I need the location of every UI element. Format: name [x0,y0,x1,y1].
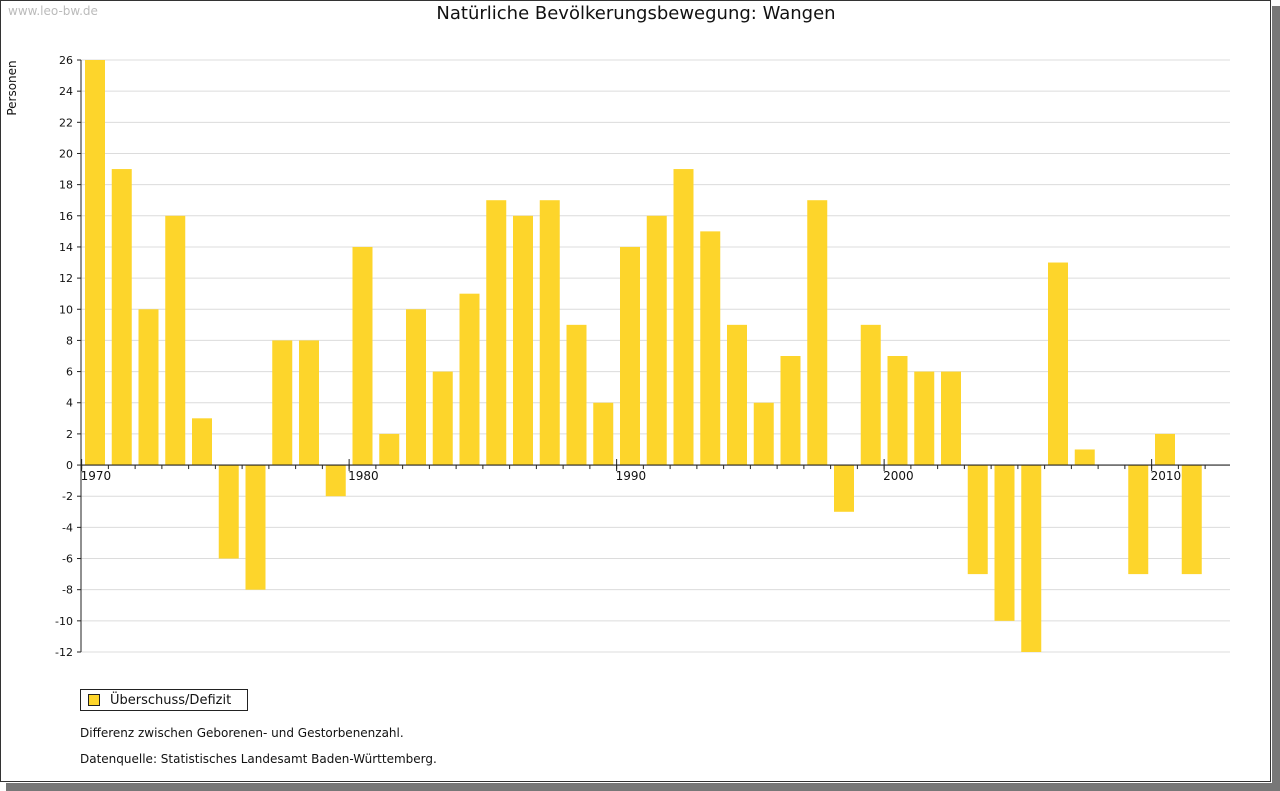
y-tick-label: 6 [66,366,73,379]
bar-1976 [245,465,266,590]
source-note: Datenquelle: Statistisches Landesamt Bad… [80,752,437,766]
bar-2009 [1128,465,1149,575]
x-tick-label: 2000 [883,469,914,483]
x-tick-label: 1980 [348,469,379,483]
bar-1985 [486,200,507,466]
y-tick-label: 26 [59,54,73,67]
chart-title: Natürliche Bevölkerungsbewegung: Wangen [436,3,836,24]
bar-1982 [406,309,426,466]
y-tick-label: 0 [66,459,73,472]
bar-1997 [807,200,828,466]
y-tick-label: 24 [59,85,73,98]
watermark: www.leo-bw.de [8,4,98,18]
bar-1983 [432,371,453,466]
bar-2005 [1021,465,1042,652]
y-tick-label: -12 [55,646,73,659]
y-tick-label: 2 [66,428,73,441]
frame-shadow-right [1272,6,1280,791]
bar-1984 [459,293,480,466]
legend-label: Überschuss/Defizit [110,692,232,708]
bar-2007 [1074,449,1095,466]
bar-1988 [566,324,587,466]
bar-2001 [914,371,935,466]
bar-1971 [111,169,132,466]
bar-1980 [352,246,373,466]
bar-1990 [620,246,640,466]
bar-2010 [1155,433,1175,466]
bar-1972 [138,309,159,466]
y-tick-label: 20 [59,147,73,160]
bar-1987 [539,200,560,466]
legend: Überschuss/Defizit [80,689,248,711]
bar-1994 [727,324,747,466]
bar-2004 [994,465,1015,621]
y-tick-label: 10 [59,303,73,316]
y-tick-label: 18 [59,179,73,192]
definition-note: Differenz zwischen Geborenen- und Gestor… [80,726,404,740]
bar-1995 [753,402,774,466]
bar-1979 [325,465,346,497]
frame-shadow-bottom [6,783,1280,791]
bar-1993 [700,231,721,466]
x-tick-label: 2010 [1151,469,1182,483]
bar-1970 [85,60,105,466]
bar-1974 [192,418,212,466]
bar-1999 [860,324,881,466]
bar-1989 [593,402,614,466]
bar-2003 [967,465,988,575]
bar-1981 [379,433,400,466]
bar-2000 [887,356,908,466]
y-tick-label: -8 [62,584,73,597]
y-tick-label: -2 [62,490,73,503]
x-tick-label: 1990 [616,469,647,483]
bar-1992 [673,169,694,466]
y-tick-label: 14 [59,241,73,254]
y-tick-label: 16 [59,210,73,223]
legend-swatch [88,694,100,706]
y-tick-label: 4 [66,397,73,410]
bar-1998 [834,465,854,512]
bar-1975 [218,465,239,559]
y-tick-label: 22 [59,116,73,129]
bar-1973 [165,215,186,466]
bar-2006 [1048,262,1068,466]
y-tick-label: -6 [62,553,73,566]
bar-1996 [780,356,801,466]
bar-1978 [299,340,319,466]
y-tick-label: -4 [62,521,73,534]
bar-1986 [513,215,533,466]
bar-1977 [272,340,293,466]
bar-2011 [1181,465,1202,575]
y-tick-label: 12 [59,272,73,285]
y-tick-label: -10 [55,615,73,628]
bar-1991 [646,215,667,466]
x-tick-label: 1970 [81,469,112,483]
bar-2002 [941,371,961,466]
y-tick-label: 8 [66,334,73,347]
